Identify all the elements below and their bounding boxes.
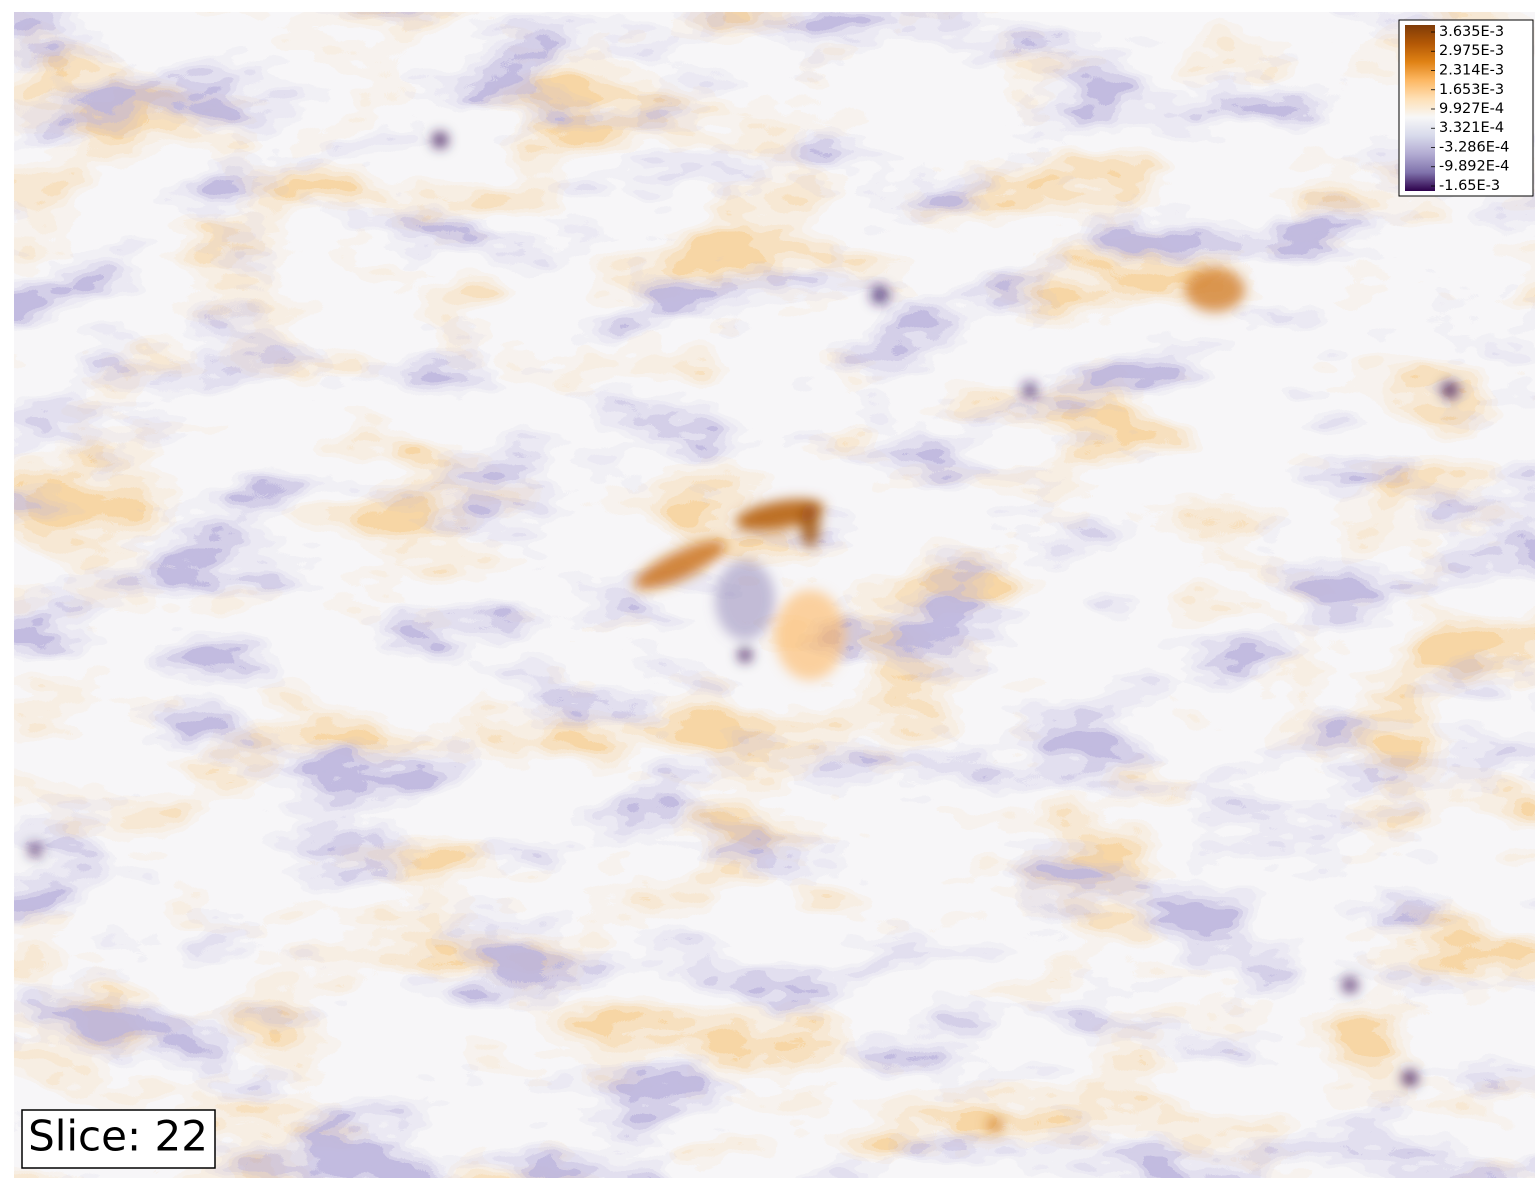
colorbar-tick-label: 2.314E-3 (1439, 62, 1504, 78)
slice-annotation: Slice: 22 (21, 1109, 216, 1169)
colorbar-swatch (1405, 25, 1435, 191)
colorbar-tick-label: 1.653E-3 (1439, 82, 1504, 98)
colorbar-tick-label: 9.927E-4 (1439, 101, 1504, 117)
colorbar-tick-label: 3.635E-3 (1439, 24, 1504, 40)
colorbar-tick-label: -9.892E-4 (1439, 159, 1509, 175)
colorbar-tick-label: -1.65E-3 (1439, 178, 1500, 194)
annotation: Slice: 22 (28, 1112, 208, 1161)
colorbar: 3.635E-3 2.975E-3 2.314E-3 1.653E-3 9.927E-4… (1398, 19, 1534, 197)
field (14, 12, 1535, 1178)
field-features (28, 132, 1458, 1133)
annotation-box (21, 1109, 216, 1169)
colorbar-tick-label: 2.975E-3 (1439, 43, 1504, 59)
colorbar-tick-label: 3.321E-4 (1439, 120, 1504, 136)
colorbar-tick-label: -3.286E-4 (1439, 139, 1509, 155)
